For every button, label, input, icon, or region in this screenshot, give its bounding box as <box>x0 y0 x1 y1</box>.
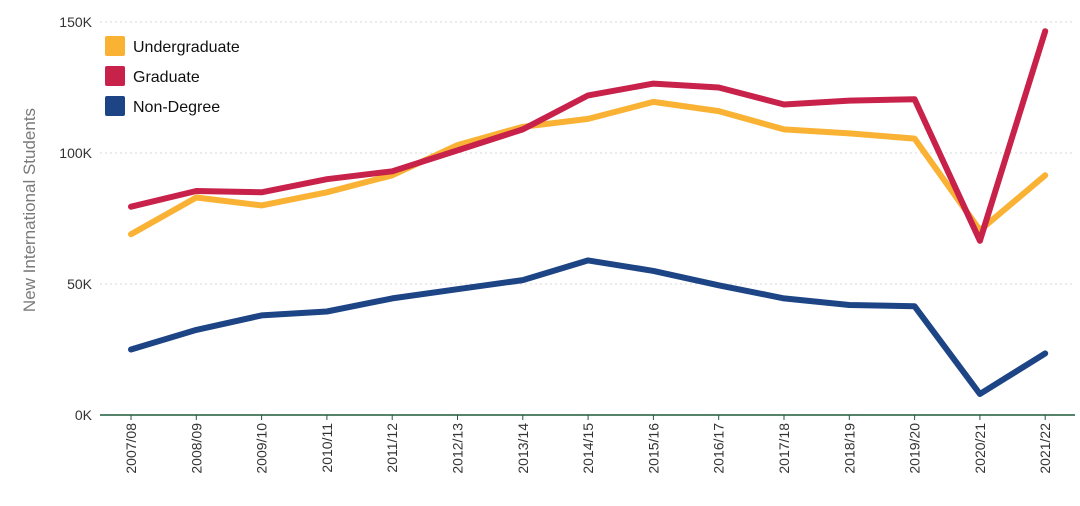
x-tick-label: 2015/16 <box>645 423 661 474</box>
x-tick-label: 2017/18 <box>776 423 792 474</box>
x-tick-label: 2016/17 <box>711 423 727 474</box>
x-axis-ticks: 2007/08 2008/09 2009/10 2010/11 2011/12 2012/… <box>123 415 1053 474</box>
x-tick-label: 2013/14 <box>515 423 531 474</box>
x-tick-label: 2012/13 <box>450 423 466 474</box>
legend-label: Graduate <box>133 69 200 86</box>
x-tick-label: 2007/08 <box>123 423 139 474</box>
series-line-undergraduate <box>128 98 1049 238</box>
y-axis-title: New International Students <box>20 108 39 312</box>
x-tick-label: 2021/22 <box>1037 423 1053 474</box>
x-tick-label: 2009/10 <box>254 423 270 474</box>
x-tick-label: 2020/21 <box>972 423 988 474</box>
y-tick-label: 50K <box>67 276 93 292</box>
legend-swatch <box>105 96 125 116</box>
x-tick-label: 2008/09 <box>188 423 204 474</box>
y-axis-ticks: 0K 50K 100K 150K <box>59 14 92 423</box>
x-tick-label: 2011/12 <box>384 423 400 473</box>
x-tick-label: 2014/15 <box>580 423 596 474</box>
series-line-graduate <box>128 28 1049 244</box>
series-line-non-degree <box>128 257 1049 397</box>
x-tick-label: 2019/20 <box>907 423 923 474</box>
y-tick-label: 150K <box>59 14 92 30</box>
legend-label: Non-Degree <box>133 99 220 116</box>
y-tick-label: 0K <box>75 407 93 423</box>
legend-swatch <box>105 36 125 56</box>
legend-swatch <box>105 66 125 86</box>
x-tick-label: 2010/11 <box>319 423 335 473</box>
series-lines <box>128 28 1049 397</box>
legend: Undergraduate Graduate Non-Degree <box>105 36 240 116</box>
y-tick-label: 100K <box>59 145 92 161</box>
grid-lines <box>100 21 1075 285</box>
x-tick-label: 2018/19 <box>841 423 857 474</box>
legend-label: Undergraduate <box>133 39 240 56</box>
